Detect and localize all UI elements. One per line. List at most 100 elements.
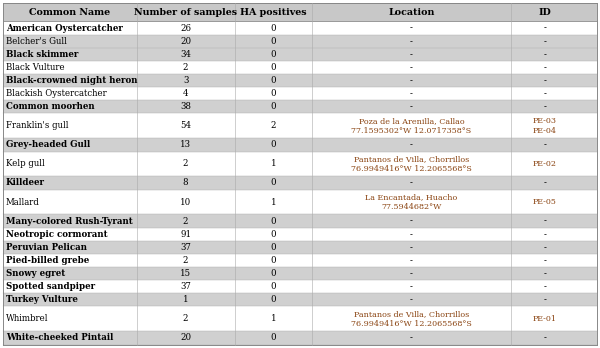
Text: 3: 3 bbox=[183, 76, 188, 85]
Text: 13: 13 bbox=[180, 141, 191, 149]
Text: 0: 0 bbox=[271, 295, 276, 304]
Text: La Encantada, Huacho
77.5944682°W: La Encantada, Huacho 77.5944682°W bbox=[365, 193, 458, 211]
Text: Location: Location bbox=[388, 8, 434, 17]
Text: 2: 2 bbox=[271, 121, 276, 130]
Text: -: - bbox=[410, 141, 413, 149]
Text: Grey-headed Gull: Grey-headed Gull bbox=[6, 141, 90, 149]
Text: -: - bbox=[544, 295, 547, 304]
Text: 0: 0 bbox=[271, 256, 276, 265]
Text: 0: 0 bbox=[271, 50, 276, 59]
Text: 0: 0 bbox=[271, 216, 276, 226]
Text: Pied-billed grebe: Pied-billed grebe bbox=[6, 256, 89, 265]
Text: Number of samples: Number of samples bbox=[134, 8, 237, 17]
Text: -: - bbox=[544, 63, 547, 72]
Text: 2: 2 bbox=[183, 216, 188, 226]
Text: -: - bbox=[544, 50, 547, 59]
Text: Black Vulture: Black Vulture bbox=[6, 63, 65, 72]
Text: 54: 54 bbox=[180, 121, 191, 130]
Text: -: - bbox=[410, 37, 413, 46]
Text: -: - bbox=[410, 76, 413, 85]
Bar bbox=[3, 267, 597, 280]
Bar bbox=[3, 293, 597, 307]
Text: Neotropic cormorant: Neotropic cormorant bbox=[6, 230, 107, 239]
Text: -: - bbox=[410, 230, 413, 239]
Text: Blackish Oystercatcher: Blackish Oystercatcher bbox=[6, 89, 107, 98]
Text: -: - bbox=[410, 243, 413, 252]
Bar bbox=[3, 176, 597, 190]
Text: Black-crowned night heron: Black-crowned night heron bbox=[6, 76, 137, 85]
Text: Turkey Vulture: Turkey Vulture bbox=[6, 295, 78, 304]
Text: -: - bbox=[544, 243, 547, 252]
Text: 0: 0 bbox=[271, 76, 276, 85]
Text: 0: 0 bbox=[271, 243, 276, 252]
Text: White-cheeked Pintail: White-cheeked Pintail bbox=[6, 333, 113, 342]
Text: -: - bbox=[544, 179, 547, 188]
Bar bbox=[3, 139, 597, 151]
Text: 0: 0 bbox=[271, 269, 276, 278]
Text: 0: 0 bbox=[271, 141, 276, 149]
Text: ID: ID bbox=[539, 8, 551, 17]
Text: PE-03
PE-04: PE-03 PE-04 bbox=[533, 117, 557, 135]
Text: 4: 4 bbox=[183, 89, 188, 98]
Text: -: - bbox=[410, 102, 413, 111]
Text: Snowy egret: Snowy egret bbox=[6, 269, 65, 278]
Text: Common Name: Common Name bbox=[29, 8, 110, 17]
Text: 1: 1 bbox=[271, 159, 276, 168]
Text: 0: 0 bbox=[271, 282, 276, 291]
Text: Spotted sandpiper: Spotted sandpiper bbox=[6, 282, 95, 291]
Text: Kelp gull: Kelp gull bbox=[6, 159, 45, 168]
Text: Black skimmer: Black skimmer bbox=[6, 50, 79, 59]
Text: Peruvian Pelican: Peruvian Pelican bbox=[6, 243, 87, 252]
Text: PE-02: PE-02 bbox=[533, 160, 557, 168]
Text: Many-colored Rush-Tyrant: Many-colored Rush-Tyrant bbox=[6, 216, 133, 226]
Text: -: - bbox=[410, 24, 413, 32]
Text: Mallard: Mallard bbox=[6, 198, 40, 206]
Text: 0: 0 bbox=[271, 24, 276, 32]
Text: -: - bbox=[410, 295, 413, 304]
Text: 34: 34 bbox=[180, 50, 191, 59]
Text: 37: 37 bbox=[180, 243, 191, 252]
Text: 20: 20 bbox=[180, 37, 191, 46]
Text: American Oystercatcher: American Oystercatcher bbox=[6, 24, 123, 32]
Text: 1: 1 bbox=[271, 315, 276, 323]
Bar bbox=[3, 61, 597, 74]
Text: Belcher's Gull: Belcher's Gull bbox=[6, 37, 67, 46]
Bar bbox=[3, 214, 597, 228]
Text: -: - bbox=[410, 269, 413, 278]
Text: 8: 8 bbox=[183, 179, 188, 188]
Text: 0: 0 bbox=[271, 37, 276, 46]
Text: 20: 20 bbox=[180, 333, 191, 342]
Bar bbox=[3, 74, 597, 87]
Bar bbox=[3, 87, 597, 100]
Bar bbox=[3, 254, 597, 267]
Text: 0: 0 bbox=[271, 333, 276, 342]
Text: -: - bbox=[410, 256, 413, 265]
Text: -: - bbox=[410, 216, 413, 226]
Text: 38: 38 bbox=[180, 102, 191, 111]
Text: PE-01: PE-01 bbox=[533, 315, 557, 323]
Text: 1: 1 bbox=[183, 295, 188, 304]
Text: Common moorhen: Common moorhen bbox=[6, 102, 95, 111]
Text: -: - bbox=[544, 256, 547, 265]
Text: -: - bbox=[410, 89, 413, 98]
Text: -: - bbox=[544, 89, 547, 98]
Bar bbox=[3, 307, 597, 331]
Text: -: - bbox=[544, 216, 547, 226]
Bar bbox=[3, 331, 597, 345]
Text: -: - bbox=[544, 141, 547, 149]
Text: 91: 91 bbox=[180, 230, 191, 239]
Text: Pantanos de Villa, Chorrillos
76.9949416°W 12.2065568°S: Pantanos de Villa, Chorrillos 76.9949416… bbox=[351, 155, 472, 173]
Text: 2: 2 bbox=[183, 315, 188, 323]
Text: -: - bbox=[544, 102, 547, 111]
Bar bbox=[3, 241, 597, 254]
Text: 0: 0 bbox=[271, 179, 276, 188]
Bar bbox=[3, 3, 597, 22]
Text: -: - bbox=[544, 230, 547, 239]
Text: -: - bbox=[410, 179, 413, 188]
Text: -: - bbox=[544, 333, 547, 342]
Bar bbox=[3, 113, 597, 139]
Text: 10: 10 bbox=[180, 198, 191, 206]
Bar bbox=[3, 100, 597, 113]
Text: 2: 2 bbox=[183, 256, 188, 265]
Text: 15: 15 bbox=[180, 269, 191, 278]
